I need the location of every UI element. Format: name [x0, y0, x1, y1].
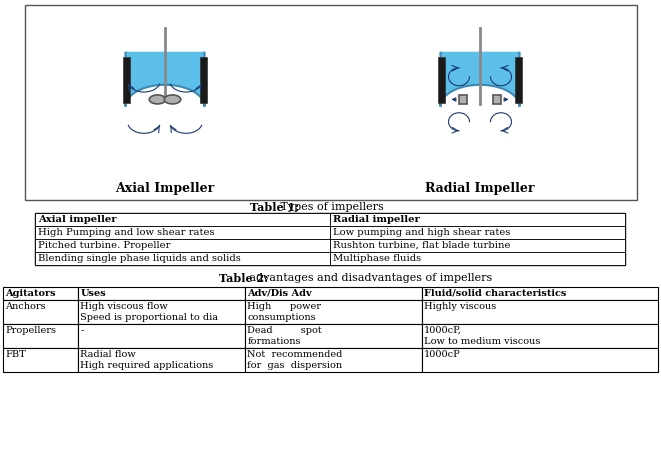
Text: 1000cP: 1000cP: [424, 350, 461, 359]
Text: Adv/Dis Adv: Adv/Dis Adv: [247, 289, 312, 298]
Text: Speed is proportional to dia: Speed is proportional to dia: [81, 313, 218, 322]
Text: Radial impeller: Radial impeller: [333, 215, 420, 224]
Bar: [422, 348, 658, 372]
Text: Table 2:: Table 2:: [219, 273, 268, 284]
Bar: [422, 300, 658, 324]
Bar: [3, 348, 78, 372]
Text: Multiphase fluids: Multiphase fluids: [333, 254, 421, 263]
Text: Not  recommended: Not recommended: [247, 350, 342, 359]
Bar: [78, 287, 245, 300]
Text: Axial Impeller: Axial Impeller: [116, 182, 215, 195]
Bar: [124, 57, 130, 103]
Text: Blending single phase liquids and solids: Blending single phase liquids and solids: [38, 254, 241, 263]
Text: High Pumping and low shear rates: High Pumping and low shear rates: [38, 228, 215, 237]
Text: Radial Impeller: Radial Impeller: [425, 182, 535, 195]
Bar: [35, 213, 330, 226]
Text: High      power: High power: [247, 302, 321, 311]
Text: High viscous flow: High viscous flow: [81, 302, 168, 311]
Text: Anchors: Anchors: [5, 302, 46, 311]
Bar: [78, 300, 245, 324]
Text: Highly viscous: Highly viscous: [424, 302, 496, 311]
Bar: [330, 252, 625, 265]
Text: Low pumping and high shear rates: Low pumping and high shear rates: [333, 228, 510, 237]
Ellipse shape: [149, 95, 166, 104]
Text: Fluid/solid characteristics: Fluid/solid characteristics: [424, 289, 566, 298]
Polygon shape: [440, 52, 520, 107]
Bar: [330, 213, 625, 226]
Text: Low to medium viscous: Low to medium viscous: [424, 337, 541, 346]
Bar: [515, 57, 522, 103]
Bar: [78, 324, 245, 348]
Bar: [35, 239, 330, 252]
Bar: [245, 300, 422, 324]
Text: Uses: Uses: [81, 289, 106, 298]
Bar: [422, 287, 658, 300]
Bar: [78, 348, 245, 372]
Bar: [330, 239, 625, 252]
Bar: [422, 324, 658, 348]
Bar: [492, 96, 501, 103]
Bar: [245, 287, 422, 300]
Bar: [438, 57, 446, 103]
Text: -: -: [81, 326, 83, 335]
Text: 1000cP,: 1000cP,: [424, 326, 462, 335]
Text: consumptions: consumptions: [247, 313, 316, 322]
Bar: [245, 324, 422, 348]
Text: Table 1:: Table 1:: [250, 202, 299, 213]
Text: advantages and disadvantages of impellers: advantages and disadvantages of impeller…: [246, 273, 492, 283]
Bar: [3, 324, 78, 348]
Bar: [459, 96, 467, 103]
Bar: [25, 5, 637, 200]
Bar: [35, 226, 330, 239]
Text: Pitched turbine. Propeller: Pitched turbine. Propeller: [38, 241, 171, 250]
Text: Axial impeller: Axial impeller: [38, 215, 116, 224]
Bar: [245, 348, 422, 372]
Text: Dead         spot: Dead spot: [247, 326, 322, 335]
Polygon shape: [126, 52, 204, 107]
Bar: [35, 252, 330, 265]
Bar: [3, 287, 78, 300]
Bar: [35, 213, 625, 265]
Text: Types of impellers: Types of impellers: [277, 202, 384, 212]
Text: Agitators: Agitators: [5, 289, 56, 298]
Ellipse shape: [164, 95, 180, 104]
Bar: [3, 300, 78, 324]
Text: FBT: FBT: [5, 350, 26, 359]
Bar: [330, 226, 625, 239]
Text: Propellers: Propellers: [5, 326, 56, 335]
Text: High required applications: High required applications: [81, 361, 214, 370]
Text: Rushton turbine, flat blade turbine: Rushton turbine, flat blade turbine: [333, 241, 510, 250]
Text: formations: formations: [247, 337, 301, 346]
Bar: [200, 57, 206, 103]
Text: for  gas  dispersion: for gas dispersion: [247, 361, 342, 370]
Text: Radial flow: Radial flow: [81, 350, 136, 359]
